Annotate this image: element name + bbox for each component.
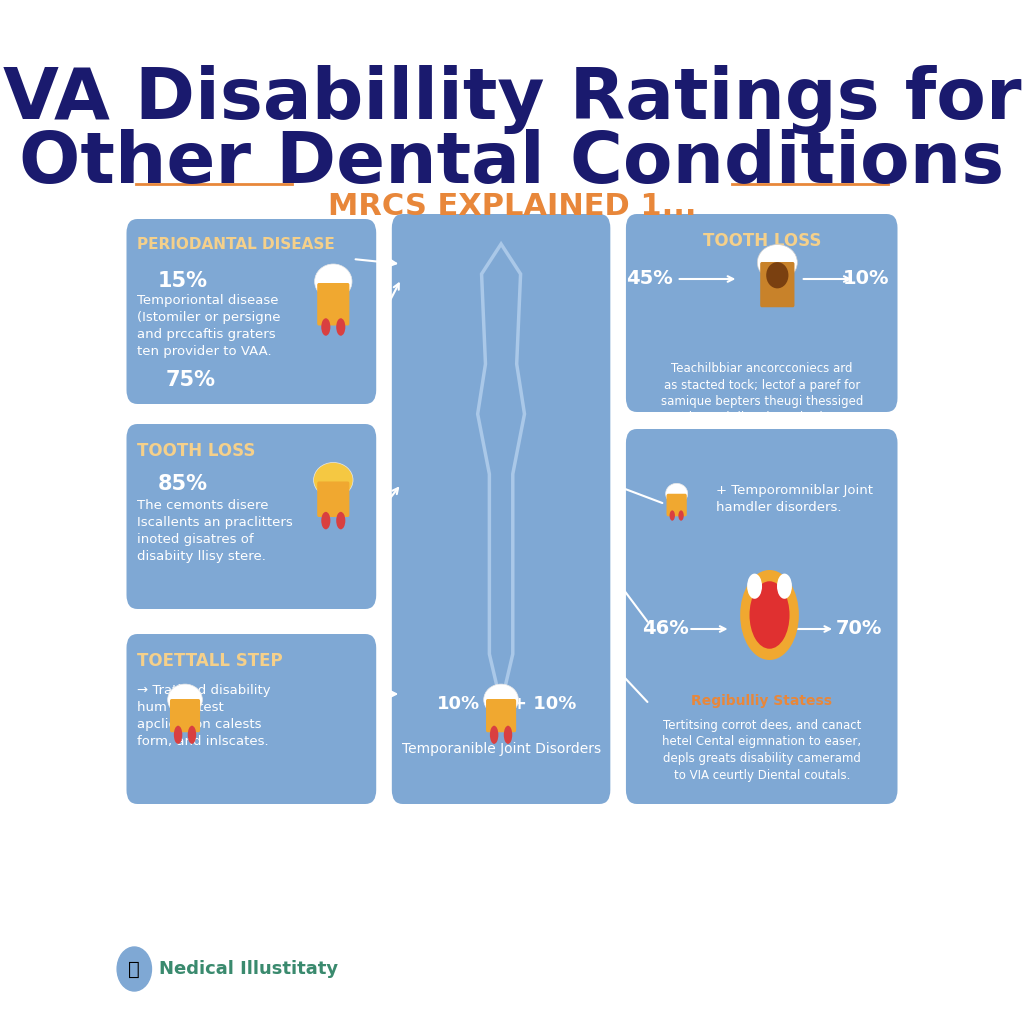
Text: The cemonts disere
Iscallents an praclitters
inoted gisatres of
disabiity llisy : The cemonts disere Iscallents an praclit…	[137, 499, 293, 563]
FancyBboxPatch shape	[317, 481, 349, 517]
Text: 85%: 85%	[158, 474, 208, 494]
Ellipse shape	[313, 463, 353, 498]
Ellipse shape	[322, 512, 331, 529]
Text: Other Dental Conditions: Other Dental Conditions	[19, 129, 1005, 198]
FancyBboxPatch shape	[667, 494, 687, 516]
Text: → Trationd disability
hum ratotest
apclidation calests
form, and inlscates.: → Trationd disability hum ratotest apcli…	[137, 684, 271, 748]
Text: VA Disabillity Ratings for: VA Disabillity Ratings for	[3, 63, 1021, 133]
Ellipse shape	[670, 510, 675, 521]
Text: Nedical Illustitaty: Nedical Illustitaty	[160, 961, 338, 978]
Text: 🦷: 🦷	[128, 959, 140, 979]
Ellipse shape	[678, 510, 684, 521]
Text: 75%: 75%	[166, 370, 215, 390]
Text: 10%: 10%	[843, 269, 890, 289]
Text: TOOTH LOSS: TOOTH LOSS	[137, 442, 256, 460]
Text: TOETTALL STEP: TOETTALL STEP	[137, 652, 283, 670]
Text: 15%: 15%	[158, 271, 208, 291]
Ellipse shape	[322, 318, 331, 336]
Ellipse shape	[314, 264, 352, 299]
FancyBboxPatch shape	[127, 219, 376, 404]
Text: 70%: 70%	[836, 620, 882, 639]
Text: Regibulliy Statess: Regibulliy Statess	[691, 694, 833, 708]
FancyBboxPatch shape	[127, 424, 376, 609]
Ellipse shape	[336, 512, 345, 529]
Ellipse shape	[758, 245, 798, 281]
FancyBboxPatch shape	[626, 429, 897, 804]
Ellipse shape	[748, 573, 762, 599]
Text: Temporiontal disease
(Istomiler or persigne
and prccaftis graters
ten provider t: Temporiontal disease (Istomiler or persi…	[137, 294, 281, 358]
FancyBboxPatch shape	[127, 634, 376, 804]
Ellipse shape	[750, 582, 790, 649]
Text: + 10%: + 10%	[512, 695, 577, 713]
FancyBboxPatch shape	[317, 283, 349, 326]
Ellipse shape	[666, 483, 688, 504]
Text: Temporanible Joint Disorders: Temporanible Joint Disorders	[401, 742, 601, 756]
FancyBboxPatch shape	[392, 214, 610, 804]
Ellipse shape	[168, 684, 203, 716]
Ellipse shape	[489, 726, 499, 743]
FancyBboxPatch shape	[170, 699, 200, 732]
Circle shape	[117, 947, 152, 991]
Ellipse shape	[483, 684, 518, 716]
Text: Teachilbbiar ancorcconiecs ard
as stacted tock; lectof a paref for
samique bepte: Teachilbbiar ancorcconiecs ard as stacte…	[660, 362, 863, 425]
FancyBboxPatch shape	[626, 214, 897, 412]
Text: MRCS EXPLAINED 1...: MRCS EXPLAINED 1...	[328, 193, 696, 221]
Text: 45%: 45%	[626, 269, 673, 289]
Ellipse shape	[504, 726, 512, 743]
FancyBboxPatch shape	[760, 262, 795, 307]
Text: + Temporomniblar Joint
hamdler disorders.: + Temporomniblar Joint hamdler disorders…	[716, 484, 872, 514]
Text: Tertitsing corrot dees, and canact
hetel Cental eigmnation to easer,
depls great: Tertitsing corrot dees, and canact hetel…	[663, 719, 861, 781]
Ellipse shape	[187, 726, 197, 743]
Ellipse shape	[174, 726, 182, 743]
Text: 46%: 46%	[642, 620, 688, 639]
Ellipse shape	[777, 573, 792, 599]
Ellipse shape	[336, 318, 345, 336]
Text: TOOTH LOSS: TOOTH LOSS	[702, 232, 821, 250]
Text: 10%: 10%	[436, 695, 479, 713]
Ellipse shape	[740, 570, 799, 660]
FancyBboxPatch shape	[486, 699, 516, 732]
Ellipse shape	[766, 262, 788, 289]
Text: PERIODANTAL DISEASE: PERIODANTAL DISEASE	[137, 237, 335, 252]
